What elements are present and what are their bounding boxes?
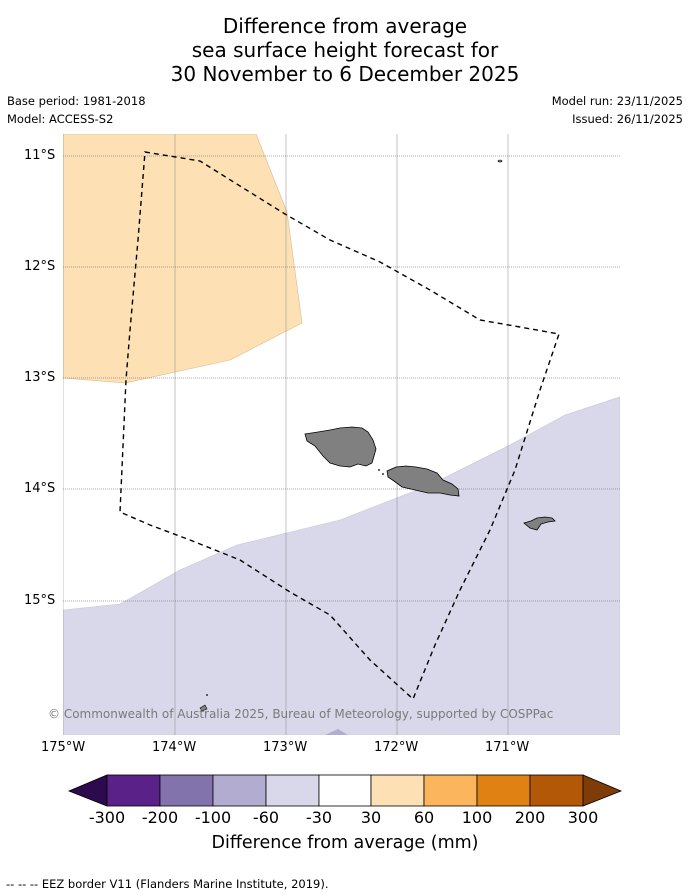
colorbar-tick: 60 — [413, 808, 435, 827]
lat-label: 13°S — [24, 370, 56, 385]
colorbar-tick: 300 — [567, 808, 599, 827]
colorbar-tick: -200 — [141, 808, 179, 827]
lat-label: 12°S — [24, 259, 56, 274]
colorbar-segment — [265, 774, 320, 807]
colorbar-tick: -300 — [88, 808, 126, 827]
title-line-2: sea surface height forecast for — [191, 38, 499, 62]
colorbar-segment — [212, 774, 267, 807]
map-title: Difference from average sea surface heig… — [0, 14, 690, 86]
colorbar-segment — [423, 774, 478, 807]
lon-label: 173°W — [263, 740, 308, 755]
colorbar-label: Difference from average (mm) — [211, 833, 479, 853]
colorbar-tick: 30 — [360, 808, 382, 827]
island-tutuila — [523, 516, 556, 531]
colorbar-tick: -100 — [194, 808, 232, 827]
lon-label: 174°W — [152, 740, 197, 755]
colorbar-segment — [318, 774, 372, 807]
colorbar-tick: 200 — [514, 808, 546, 827]
colorbar-segment — [529, 774, 584, 807]
model-run-label: Model run: 23/11/2025 — [551, 94, 683, 108]
negative-anomaly-patch — [325, 729, 348, 735]
copyright-notice: © Commonwealth of Australia 2025, Bureau… — [48, 707, 554, 721]
island-savaii — [304, 426, 377, 468]
colorbar-segment — [370, 774, 425, 807]
title-line-3: 30 November to 6 December 2025 — [170, 62, 520, 86]
lon-label: 175°W — [41, 740, 86, 755]
colorbar-segment — [159, 774, 214, 807]
colorbar-segment — [106, 774, 161, 807]
colorbar — [67, 774, 623, 807]
map-area — [63, 134, 620, 735]
colorbar-segment — [476, 774, 531, 807]
eez-footnote: -- -- -- EEZ border V11 (Flanders Marine… — [6, 877, 329, 891]
negative-anomaly-region — [63, 396, 620, 735]
lon-label: 171°W — [485, 740, 530, 755]
colorbar-min-extension — [67, 774, 108, 807]
base-period-label: Base period: 1981-2018 — [7, 94, 146, 108]
lat-label: 11°S — [24, 148, 56, 163]
issued-label: Issued: 26/11/2025 — [572, 112, 683, 126]
eez-border — [119, 151, 560, 701]
lon-label: 172°W — [374, 740, 419, 755]
lat-label: 14°S — [24, 481, 56, 496]
colorbar-max-extension — [582, 774, 623, 807]
positive-anomaly-region — [63, 134, 303, 384]
model-label: Model: ACCESS-S2 — [7, 112, 114, 126]
title-line-1: Difference from average — [222, 14, 468, 38]
colorbar-tick: 100 — [461, 808, 493, 827]
colorbar-tick: -60 — [252, 808, 280, 827]
lat-label: 15°S — [24, 593, 56, 608]
gridlines — [63, 155, 620, 602]
colorbar-tick: -30 — [305, 808, 333, 827]
island-upolu — [386, 465, 460, 497]
